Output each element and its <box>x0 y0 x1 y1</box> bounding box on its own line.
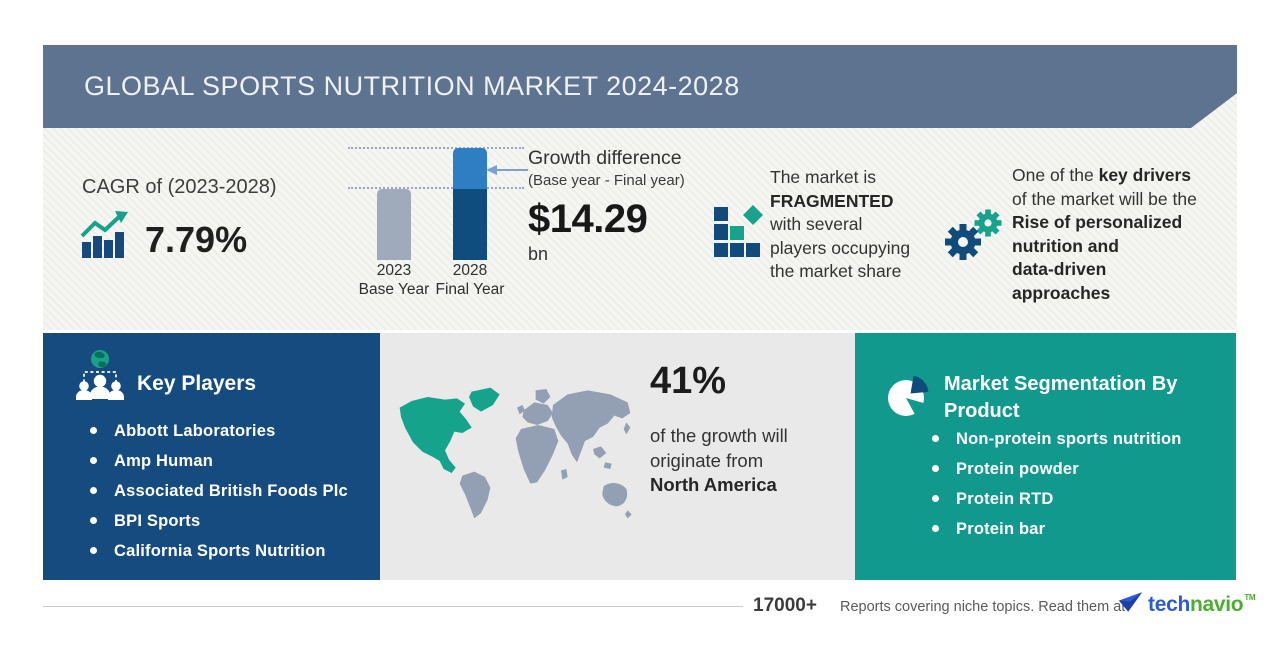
region-line-1: of the growth will <box>650 425 788 446</box>
map-north-america <box>399 397 472 473</box>
base-year-label: Base Year <box>358 281 430 298</box>
cagr-value: 7.79% <box>145 219 248 260</box>
bar-2023 <box>377 189 411 260</box>
segment-name: Non-protein sports nutrition <box>956 430 1182 448</box>
key-player-name: Amp Human <box>114 452 213 470</box>
map-madagascar <box>561 469 568 480</box>
frag-line-5: the market share <box>770 261 902 281</box>
technavio-wordmark: technavioTM <box>1148 593 1256 617</box>
growth-difference-arrow-icon <box>486 163 528 181</box>
x-axis-label-2028: 2028 Final Year <box>428 261 512 299</box>
list-item: California Sports Nutrition <box>90 542 348 561</box>
segmentation-title-line1: Market Segmentation By <box>944 373 1178 395</box>
map-scandinavia <box>535 389 551 404</box>
technavio-arrow-icon <box>1118 591 1144 619</box>
map-africa <box>515 425 559 484</box>
drivers-line-2: of the market will be the <box>1012 188 1197 209</box>
map-new-zealand <box>625 510 632 519</box>
segment-name: Protein powder <box>956 460 1079 478</box>
segment-name: Protein RTD <box>956 490 1054 508</box>
key-players-list: Abbott Laboratories Amp Human Associated… <box>90 422 348 572</box>
regional-growth-panel <box>380 333 855 580</box>
growth-difference-title: Growth difference <box>528 147 682 169</box>
reference-line-base-year <box>348 187 524 189</box>
map-australia <box>602 483 628 507</box>
drivers-line-6: approaches <box>1012 282 1111 303</box>
final-year-label: Final Year <box>435 281 505 298</box>
list-item: Protein bar <box>932 520 1182 539</box>
frag-line-3: with several <box>770 214 863 234</box>
year-2028: 2028 <box>452 262 488 279</box>
bar-2028-growth-segment <box>453 148 487 189</box>
header-bar: GLOBAL SPORTS NUTRITION MARKET 2024-2028 <box>43 45 1237 128</box>
bar-2028 <box>453 148 487 260</box>
reference-line-final-year <box>348 147 524 149</box>
list-item: Amp Human <box>90 452 348 471</box>
key-player-name: California Sports Nutrition <box>114 542 326 560</box>
drivers-line-3: Rise of personalized <box>1012 212 1183 232</box>
key-players-panel <box>43 333 380 580</box>
bar-2028-base-segment <box>453 189 487 260</box>
page-title: GLOBAL SPORTS NUTRITION MARKET 2024-2028 <box>84 71 740 101</box>
list-item: Protein powder <box>932 460 1182 479</box>
segment-name: Protein bar <box>956 520 1046 538</box>
drivers-line-4: nutrition and <box>1012 235 1119 256</box>
key-drivers-text: One of the key drivers of the market wil… <box>1012 164 1224 305</box>
cagr-label: CAGR of (2023-2028) <box>82 176 277 198</box>
brand-trademark: TM <box>1244 593 1256 602</box>
map-europe <box>522 402 553 425</box>
footer-message: Reports covering niche topics. Read them… <box>840 599 1126 615</box>
fragmented-icon <box>712 202 764 265</box>
fragmentation-text: The market is FRAGMENTED with several pl… <box>770 166 975 284</box>
frag-line-2-highlight: FRAGMENTED <box>770 190 894 211</box>
x-axis-label-2023: 2023 Base Year <box>352 261 436 299</box>
list-item: Abbott Laboratories <box>90 422 348 441</box>
regional-growth-text: of the growth will originate from North … <box>650 424 788 498</box>
map-southeast-asia <box>593 446 607 459</box>
region-name: North America <box>650 474 777 495</box>
map-indonesia <box>603 462 612 469</box>
drivers-line-1-bold: key drivers <box>1098 165 1192 185</box>
regional-growth-percent: 41% <box>650 360 727 402</box>
drivers-line-5: data-driven <box>1012 259 1107 279</box>
world-map <box>393 385 633 528</box>
year-2023: 2023 <box>376 262 412 279</box>
footer-divider <box>43 606 743 607</box>
growth-difference-subtitle: (Base year - Final year) <box>528 172 685 189</box>
technavio-logo[interactable]: technavioTM <box>1118 591 1256 619</box>
drivers-line-1: One of the key drivers <box>1012 164 1224 188</box>
map-asia <box>551 390 631 463</box>
key-player-name: BPI Sports <box>114 512 201 530</box>
key-players-title: Key Players <box>137 372 257 395</box>
growth-difference-value: $14.29 <box>528 197 648 241</box>
list-item: BPI Sports <box>90 512 348 531</box>
frag-line-4: players occupying <box>770 237 911 258</box>
map-japan <box>623 422 631 435</box>
list-item: Protein RTD <box>932 490 1182 509</box>
map-greenland <box>469 387 500 412</box>
brand-navio: navio <box>1189 593 1244 616</box>
key-player-name: Associated British Foods Plc <box>114 482 348 500</box>
segmentation-list: Non-protein sports nutrition Protein pow… <box>932 430 1182 550</box>
brand-tech: tech <box>1148 593 1190 616</box>
key-players-icon <box>74 348 126 413</box>
pie-icon <box>884 368 934 425</box>
list-item: Non-protein sports nutrition <box>932 430 1182 449</box>
key-player-name: Abbott Laboratories <box>114 422 276 440</box>
list-item: Associated British Foods Plc <box>90 482 348 501</box>
drivers-line-1-normal: One of the <box>1012 165 1099 185</box>
segmentation-title: Market Segmentation By Product <box>944 371 1177 424</box>
segmentation-panel <box>855 333 1236 580</box>
gears-icon <box>941 206 1003 269</box>
map-uk <box>517 405 525 415</box>
footer-report-count: 17000+ <box>753 595 817 616</box>
region-line-2: originate from <box>650 449 764 471</box>
segmentation-title-line2: Product <box>944 399 1020 422</box>
map-south-america <box>459 471 491 519</box>
frag-line-1: The market is <box>770 167 876 187</box>
growth-difference-block: Growth difference (Base year - Final yea… <box>528 147 768 265</box>
growth-difference-unit: bn <box>528 244 549 264</box>
cagr-growth-icon <box>80 210 134 265</box>
